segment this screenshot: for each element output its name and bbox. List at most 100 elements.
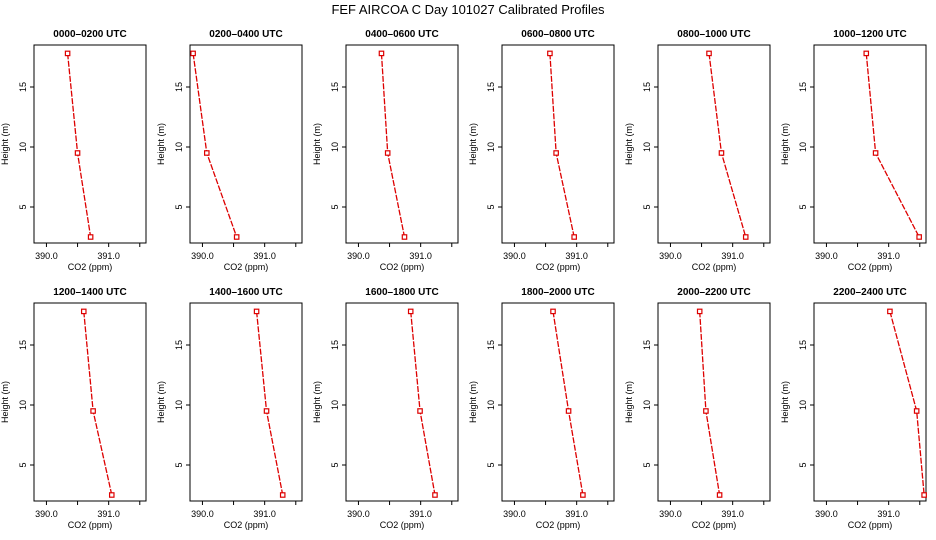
data-point: [547, 50, 553, 57]
x-tick-label: 390.0: [815, 509, 838, 519]
y-tick-label: 10: [174, 400, 184, 410]
plot-frame: [189, 302, 303, 502]
x-tick-label: 391.0: [97, 251, 120, 261]
series-line: [889, 311, 925, 496]
panel-2: 0400–0600 UTC 390.0 391.0 5 10 15 CO2 (ppm) Hei…: [312, 29, 459, 272]
x-tick-label: 391.0: [253, 509, 276, 519]
data-point: [417, 408, 423, 414]
x-tick-label: 390.0: [191, 509, 214, 519]
data-point: [74, 150, 81, 156]
series-line: [708, 53, 747, 238]
panel-title: 0800–1000 UTC: [677, 29, 750, 40]
x-tick-label: 390.0: [659, 509, 682, 519]
y-axis-label: Height (m): [780, 123, 790, 165]
x-tick-label: 390.0: [35, 509, 58, 519]
y-tick-label: 5: [18, 462, 28, 467]
x-axis-label: CO2 (ppm): [848, 262, 893, 272]
data-point: [432, 492, 438, 498]
x-tick-label: 390.0: [35, 251, 58, 261]
y-axis-label: Height (m): [0, 123, 10, 165]
y-axis-label: Height (m): [312, 381, 322, 423]
y-tick-label: 10: [798, 400, 808, 410]
data-point: [565, 408, 572, 414]
y-tick-label: 10: [18, 400, 28, 410]
y-tick-label: 10: [486, 400, 496, 410]
y-tick-label: 15: [18, 82, 28, 92]
x-tick-label: 390.0: [191, 251, 214, 261]
panel-9: 1800–2000 UTC 390.0 391.0 5 10 15 CO2 (ppm) Hei…: [468, 287, 615, 530]
y-axis-label: Height (m): [312, 123, 322, 165]
panel-title: 1000–1200 UTC: [833, 29, 906, 40]
data-point: [696, 308, 703, 315]
x-tick-label: 390.0: [503, 251, 526, 261]
series-line: [410, 311, 436, 496]
panel-8: 1600–1800 UTC 390.0 391.0 5 10 15 CO2 (ppm) Hei…: [312, 287, 459, 530]
y-axis-label: Height (m): [468, 123, 478, 165]
y-tick-label: 15: [642, 340, 652, 350]
data-point: [913, 408, 920, 414]
x-axis-label: CO2 (ppm): [536, 520, 581, 530]
series-line: [192, 53, 238, 238]
y-axis-label: Height (m): [156, 381, 166, 423]
x-axis-label: CO2 (ppm): [536, 262, 581, 272]
main-title: FEF AIRCOA C Day 101027 Calibrated Profi…: [331, 2, 605, 17]
y-tick-label: 15: [798, 82, 808, 92]
x-tick-label: 391.0: [409, 509, 432, 519]
data-point: [253, 308, 260, 315]
x-axis-label: CO2 (ppm): [224, 262, 269, 272]
series-line: [66, 53, 92, 238]
x-tick-label: 391.0: [409, 251, 432, 261]
x-axis-label: CO2 (ppm): [380, 520, 425, 530]
y-axis-label: Height (m): [780, 381, 790, 423]
data-point: [263, 408, 270, 414]
series-line: [549, 53, 575, 238]
plot-frame: [813, 44, 927, 244]
x-tick-label: 390.0: [347, 251, 370, 261]
y-tick-label: 15: [486, 340, 496, 350]
x-tick-label: 390.0: [659, 251, 682, 261]
x-axis-label: CO2 (ppm): [68, 262, 113, 272]
y-tick-label: 5: [486, 462, 496, 467]
panel-title: 2000–2200 UTC: [677, 287, 750, 298]
y-tick-label: 15: [330, 340, 340, 350]
y-tick-label: 15: [174, 82, 184, 92]
plot-frame: [657, 44, 771, 244]
y-tick-label: 5: [174, 462, 184, 467]
panel-title: 0200–0400 UTC: [209, 29, 282, 40]
data-point: [190, 50, 196, 57]
plot-frame: [501, 44, 615, 244]
panel-1: 0200–0400 UTC 390.0 391.0 5 10 15 CO2 (ppm) Hei…: [156, 29, 303, 272]
panel-title: 1600–1800 UTC: [365, 287, 438, 298]
panel-title: 1200–1400 UTC: [53, 287, 126, 298]
data-point: [921, 492, 927, 498]
plot-frame: [33, 302, 147, 502]
plot-frame: [189, 44, 303, 244]
y-tick-label: 15: [18, 340, 28, 350]
data-point: [703, 408, 709, 414]
data-point: [718, 150, 725, 156]
x-tick-label: 391.0: [565, 251, 588, 261]
x-axis-label: CO2 (ppm): [224, 520, 269, 530]
y-tick-label: 10: [330, 142, 340, 152]
x-tick-label: 391.0: [877, 509, 900, 519]
y-axis-label: Height (m): [468, 381, 478, 423]
data-point: [887, 308, 893, 315]
data-point: [80, 308, 87, 315]
plot-frame: [501, 302, 615, 502]
data-point: [108, 492, 115, 498]
y-axis-label: Height (m): [624, 123, 634, 165]
x-axis-label: CO2 (ppm): [68, 520, 113, 530]
panel-title: 0400–0600 UTC: [365, 29, 438, 40]
y-axis-label: Height (m): [156, 123, 166, 165]
y-tick-label: 10: [18, 142, 28, 152]
data-point: [204, 150, 210, 156]
plot-frame: [657, 302, 771, 502]
plot-frame: [813, 302, 927, 502]
series-line: [255, 311, 284, 496]
data-point: [716, 492, 723, 498]
data-point: [916, 234, 922, 240]
y-tick-label: 5: [486, 204, 496, 209]
y-tick-label: 5: [18, 204, 28, 209]
data-point: [706, 50, 712, 57]
